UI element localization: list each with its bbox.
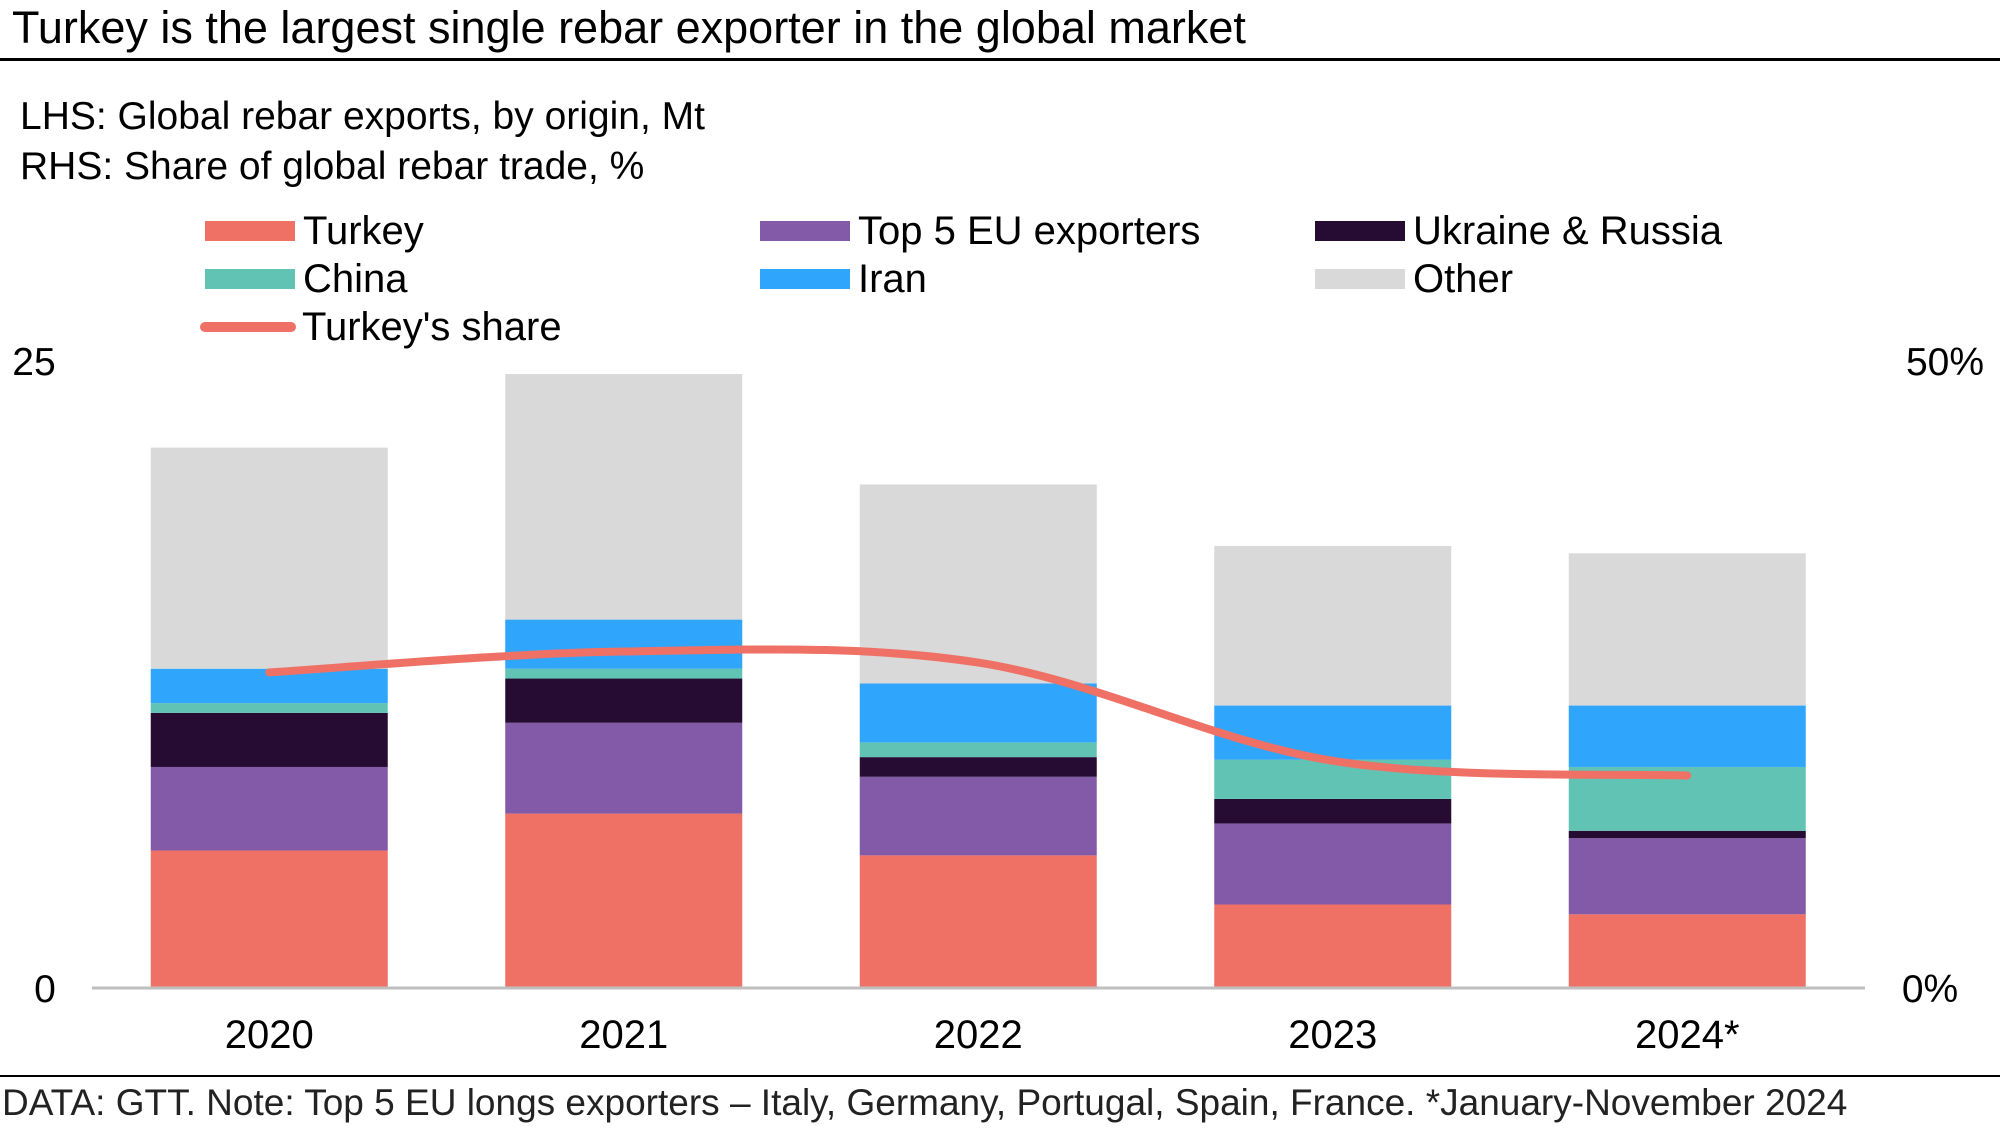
bar-ukraine-russia-2020	[150, 712, 388, 767]
legend-label-iran: Iran	[858, 256, 927, 301]
legend-swatch-iran	[760, 269, 850, 289]
legend-label-china: China	[303, 256, 408, 301]
bar-china-2021	[505, 668, 743, 679]
legend-swatch-turkey-share	[200, 322, 296, 332]
y-left-tick-max: 25	[12, 341, 55, 384]
legend-top5-eu: Top 5 EU exporters	[760, 209, 1200, 253]
footer-divider	[0, 1075, 2000, 1077]
bar-top-5-eu-exporters-2021	[505, 722, 743, 814]
x-tick-label-2024: 2024*	[1635, 1013, 1740, 1057]
x-tick-label-2023: 2023	[1288, 1013, 1377, 1057]
bar-other-2020	[150, 447, 388, 669]
y-right-tick-max: 50%	[1906, 341, 1984, 384]
bar-other-2021	[505, 374, 743, 620]
title-divider	[0, 58, 2000, 61]
legend-swatch-china	[205, 269, 295, 289]
legend-label-turkey: Turkey	[303, 208, 424, 253]
x-tick-label-2021: 2021	[579, 1013, 668, 1057]
legend-ukraine-russia: Ukraine & Russia	[1315, 209, 1722, 253]
subtitle-rhs: RHS: Share of global rebar trade, %	[20, 145, 645, 188]
legend-label-top5-eu: Top 5 EU exporters	[858, 208, 1201, 253]
bar-top-5-eu-exporters-2020	[150, 766, 388, 851]
bar-turkey-2022	[859, 855, 1097, 988]
bar-turkey-2024	[1568, 914, 1806, 988]
bar-china-2022	[859, 742, 1097, 758]
stacked-bar-chart: 2020 2021 2022 2023 2024* 0 25 0% 50%	[12, 341, 1984, 1057]
bar-turkey-2023	[1214, 904, 1452, 988]
bar-ukraine-russia-2023	[1214, 798, 1452, 824]
subtitle-lhs: LHS: Global rebar exports, by origin, Mt	[20, 95, 705, 138]
legend-label-turkey-share: Turkey's share	[302, 304, 562, 349]
legend-china: China	[205, 257, 408, 301]
bar-iran-2022	[859, 683, 1097, 743]
legend-iran: Iran	[760, 257, 927, 301]
bar-top-5-eu-exporters-2022	[859, 776, 1097, 856]
legend-swatch-turkey	[205, 221, 295, 241]
legend-turkey-share: Turkey's share	[200, 305, 562, 349]
bar-top-5-eu-exporters-2023	[1214, 823, 1452, 905]
y-left-tick-min: 0	[34, 968, 56, 1011]
bar-iran-2024	[1568, 705, 1806, 767]
bar-china-2023	[1214, 759, 1452, 799]
bar-ukraine-russia-2022	[859, 757, 1097, 777]
bar-iran-2021	[505, 619, 743, 669]
bar-turkey-2020	[150, 850, 388, 988]
legend-swatch-ukraine-russia	[1315, 221, 1405, 241]
legend-turkey: Turkey	[205, 209, 424, 253]
bar-iran-2023	[1214, 705, 1452, 760]
bar-other-2024	[1568, 553, 1806, 706]
x-tick-label-2020: 2020	[225, 1013, 314, 1057]
footer-note: DATA: GTT. Note: Top 5 EU longs exporter…	[2, 1082, 1848, 1123]
x-tick-label-2022: 2022	[934, 1013, 1023, 1057]
legend-label-ukraine-russia: Ukraine & Russia	[1413, 208, 1723, 253]
bar-turkey-2021	[505, 813, 743, 988]
bar-other-2023	[1214, 545, 1452, 706]
bar-top-5-eu-exporters-2024	[1568, 838, 1806, 915]
bar-ukraine-russia-2021	[505, 678, 743, 723]
legend-label-other: Other	[1413, 256, 1514, 301]
chart-title: Turkey is the largest single rebar expor…	[12, 2, 1246, 53]
legend-swatch-other	[1315, 269, 1405, 289]
y-right-tick-min: 0%	[1902, 968, 1958, 1011]
bar-ukraine-russia-2024	[1568, 830, 1806, 839]
legend-other: Other	[1315, 257, 1513, 301]
line-turkey-share	[265, 645, 1692, 780]
bar-china-2020	[150, 703, 388, 713]
legend-swatch-top5-eu	[760, 221, 850, 241]
